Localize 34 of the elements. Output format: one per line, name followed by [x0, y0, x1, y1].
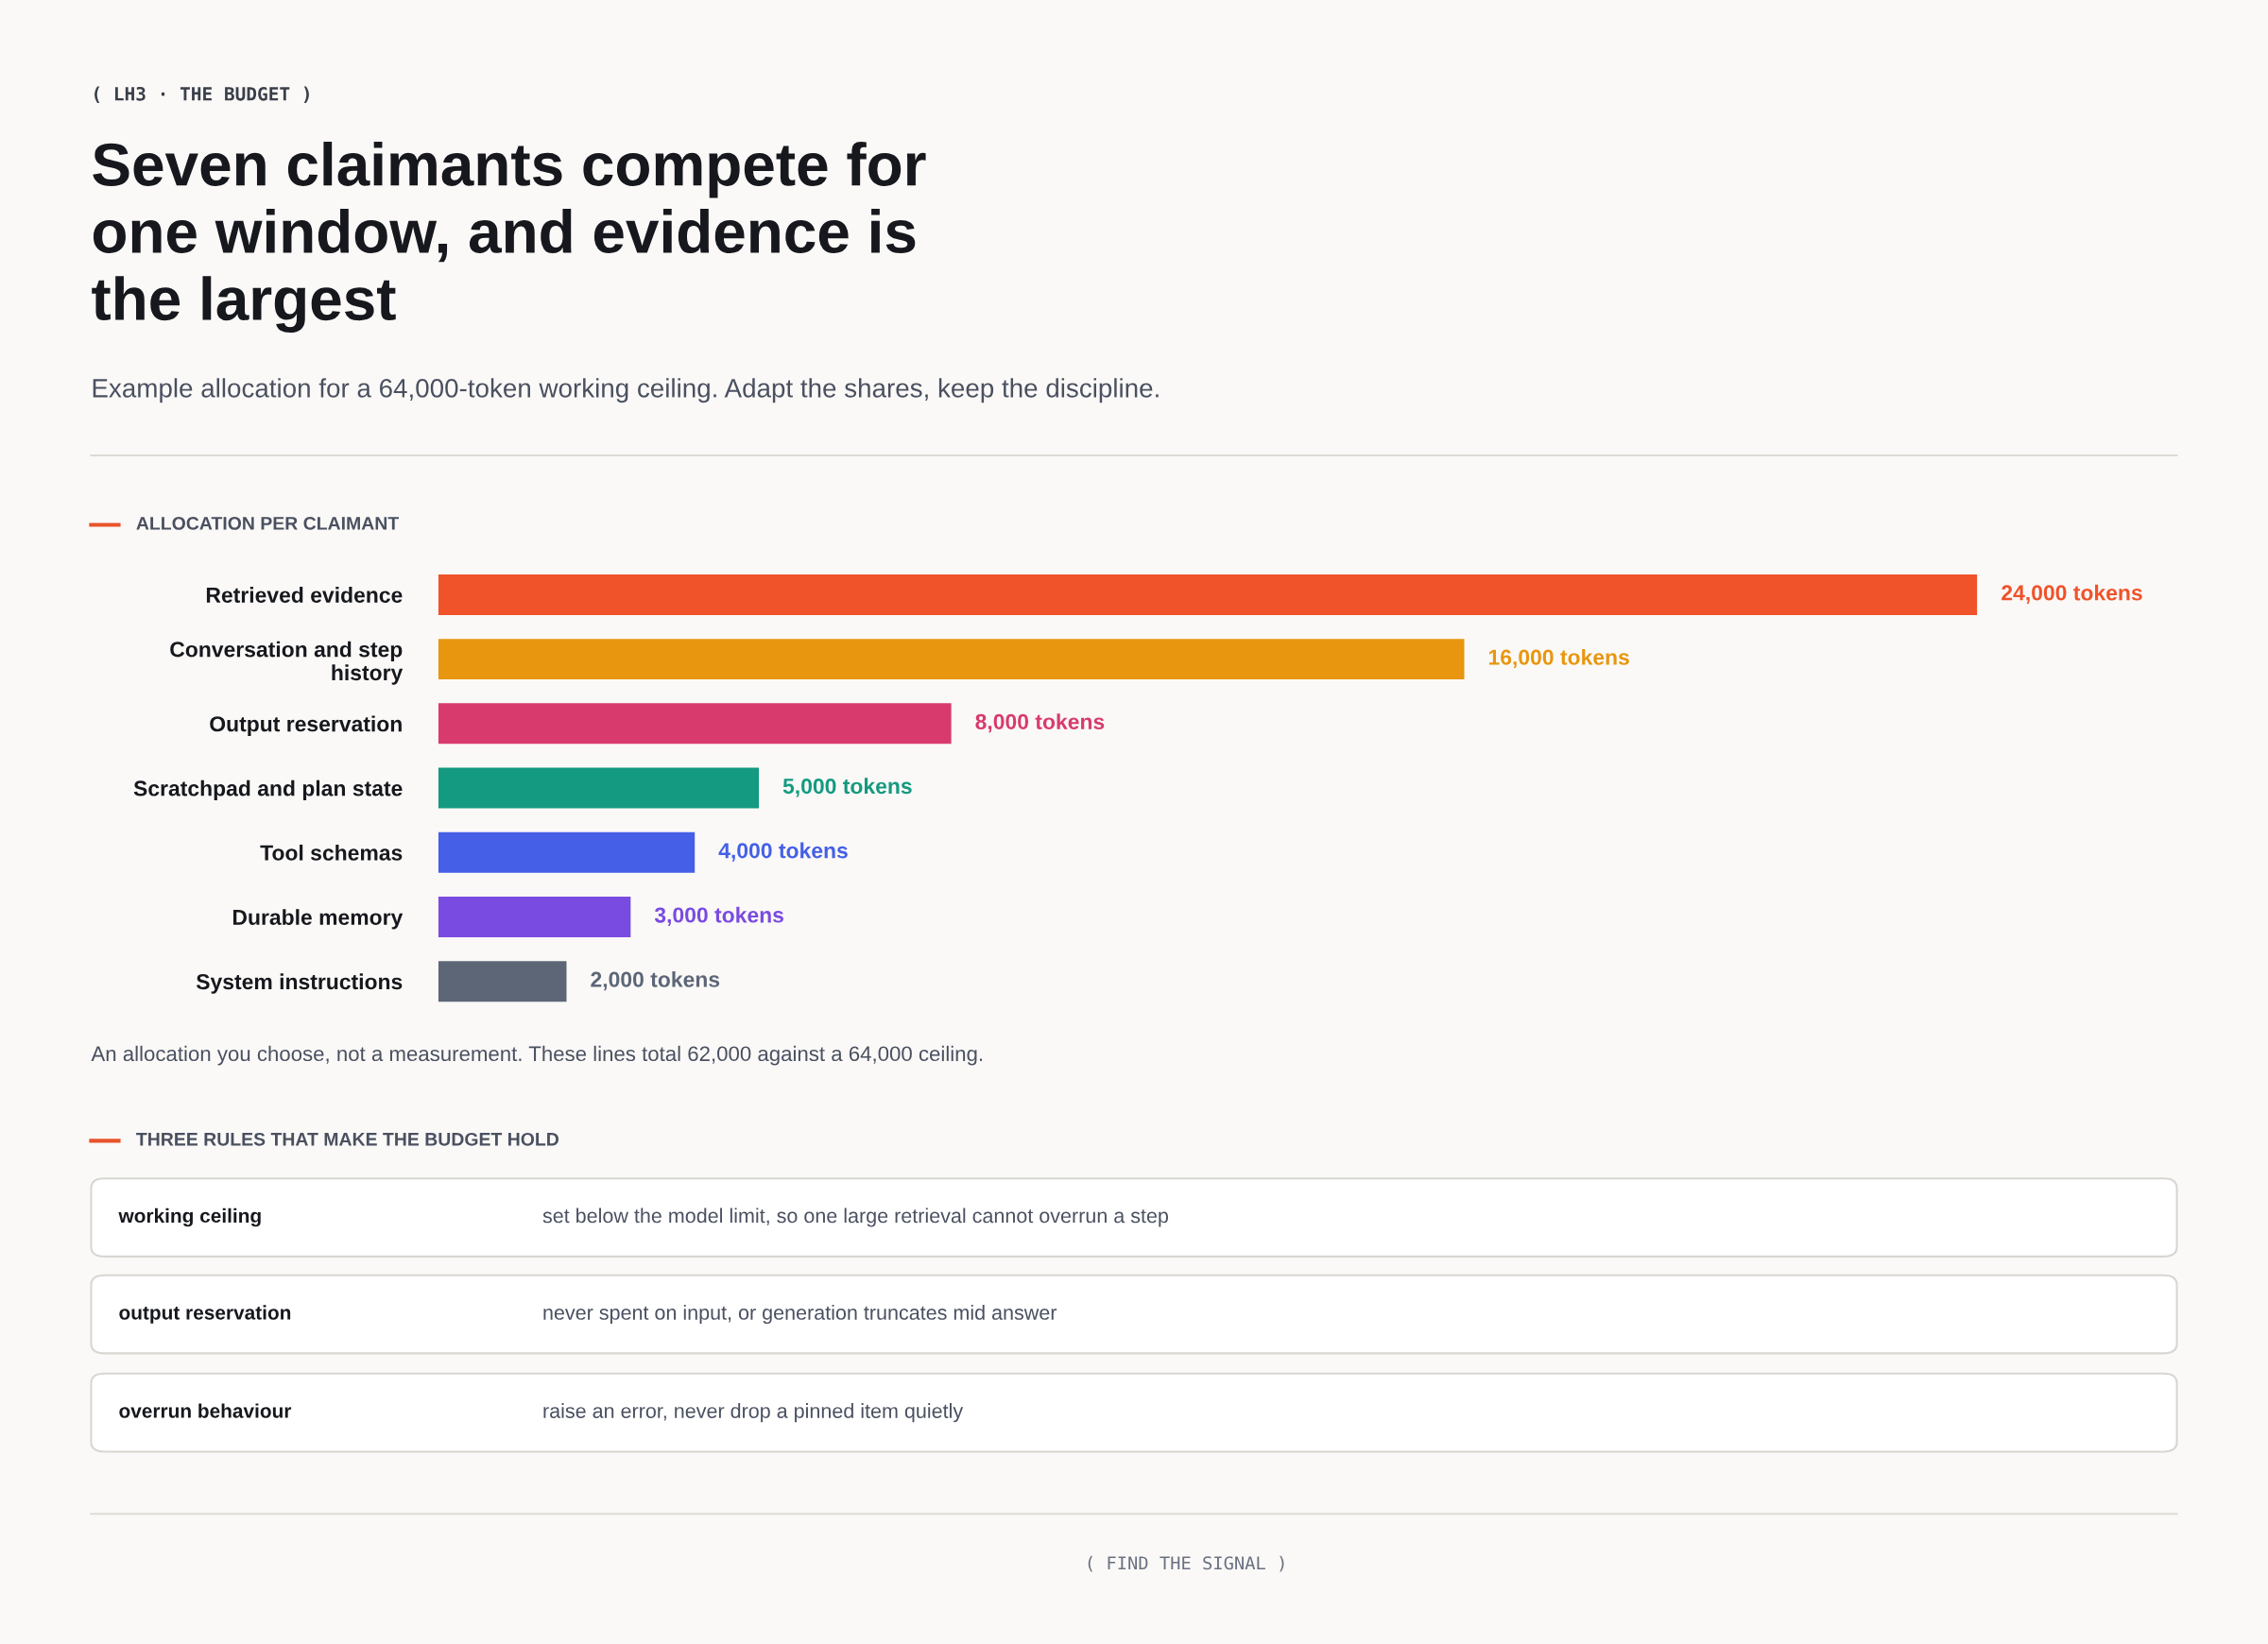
bar — [438, 574, 1978, 615]
data-label: 24,000 tokens — [2002, 584, 2142, 604]
bar — [438, 831, 696, 873]
y-tick-label: Retrieved evidence — [206, 587, 403, 603]
data-label: 2,000 tokens — [591, 970, 720, 991]
data-label: 4,000 tokens — [718, 842, 848, 862]
text: An allocation you choose, not a measurement. These lines total 62,000 against a 64,000 ceiling. — [91, 1045, 983, 1066]
text: output reservation — [119, 1305, 291, 1324]
y-tick-label: System instructions — [196, 973, 403, 994]
text: ALLOCATION PER CLAIMANT — [136, 516, 399, 530]
text: set below the model limit, so one large retrieval cannot overrun a step — [542, 1207, 1168, 1227]
text: overrun behaviour — [119, 1403, 292, 1418]
bar — [438, 896, 631, 937]
y-tick-label: Durable memory — [232, 909, 404, 930]
y-tick-label: Output reservation — [210, 715, 402, 736]
text: ( FIND THE SIGNAL ) — [1088, 1555, 1284, 1572]
text: working ceiling — [118, 1207, 261, 1227]
bar — [438, 703, 952, 745]
data-label: 5,000 tokens — [782, 778, 912, 797]
chart-subtitle: Example allocation for a 64,000-token working ceiling. Adapt the shares, keep the discipline. — [93, 378, 1159, 403]
text: THREE RULES THAT MAKE THE BUDGET HOLD — [136, 1132, 558, 1146]
y-tick-label: Tool schemas — [260, 844, 403, 861]
bar — [438, 961, 567, 1002]
text: raise an error, never drop a pinned item quietly — [543, 1403, 964, 1423]
data-label: 16,000 tokens — [1488, 648, 1629, 669]
data-label: 3,000 tokens — [654, 906, 783, 926]
text: ( LH3 · THE BUDGET ) — [94, 86, 309, 103]
data-label: 8,000 tokens — [975, 713, 1105, 733]
y-tick-label: Conversation and step history — [170, 641, 404, 685]
bar — [438, 639, 1465, 680]
bar — [438, 767, 760, 809]
chart-title: Seven claimants compete for one window, and evidence is the largest — [92, 141, 926, 334]
text: never spent on input, or generation truncates mid answer — [543, 1305, 1057, 1325]
y-tick-label: Scratchpad and plan state — [133, 779, 403, 801]
